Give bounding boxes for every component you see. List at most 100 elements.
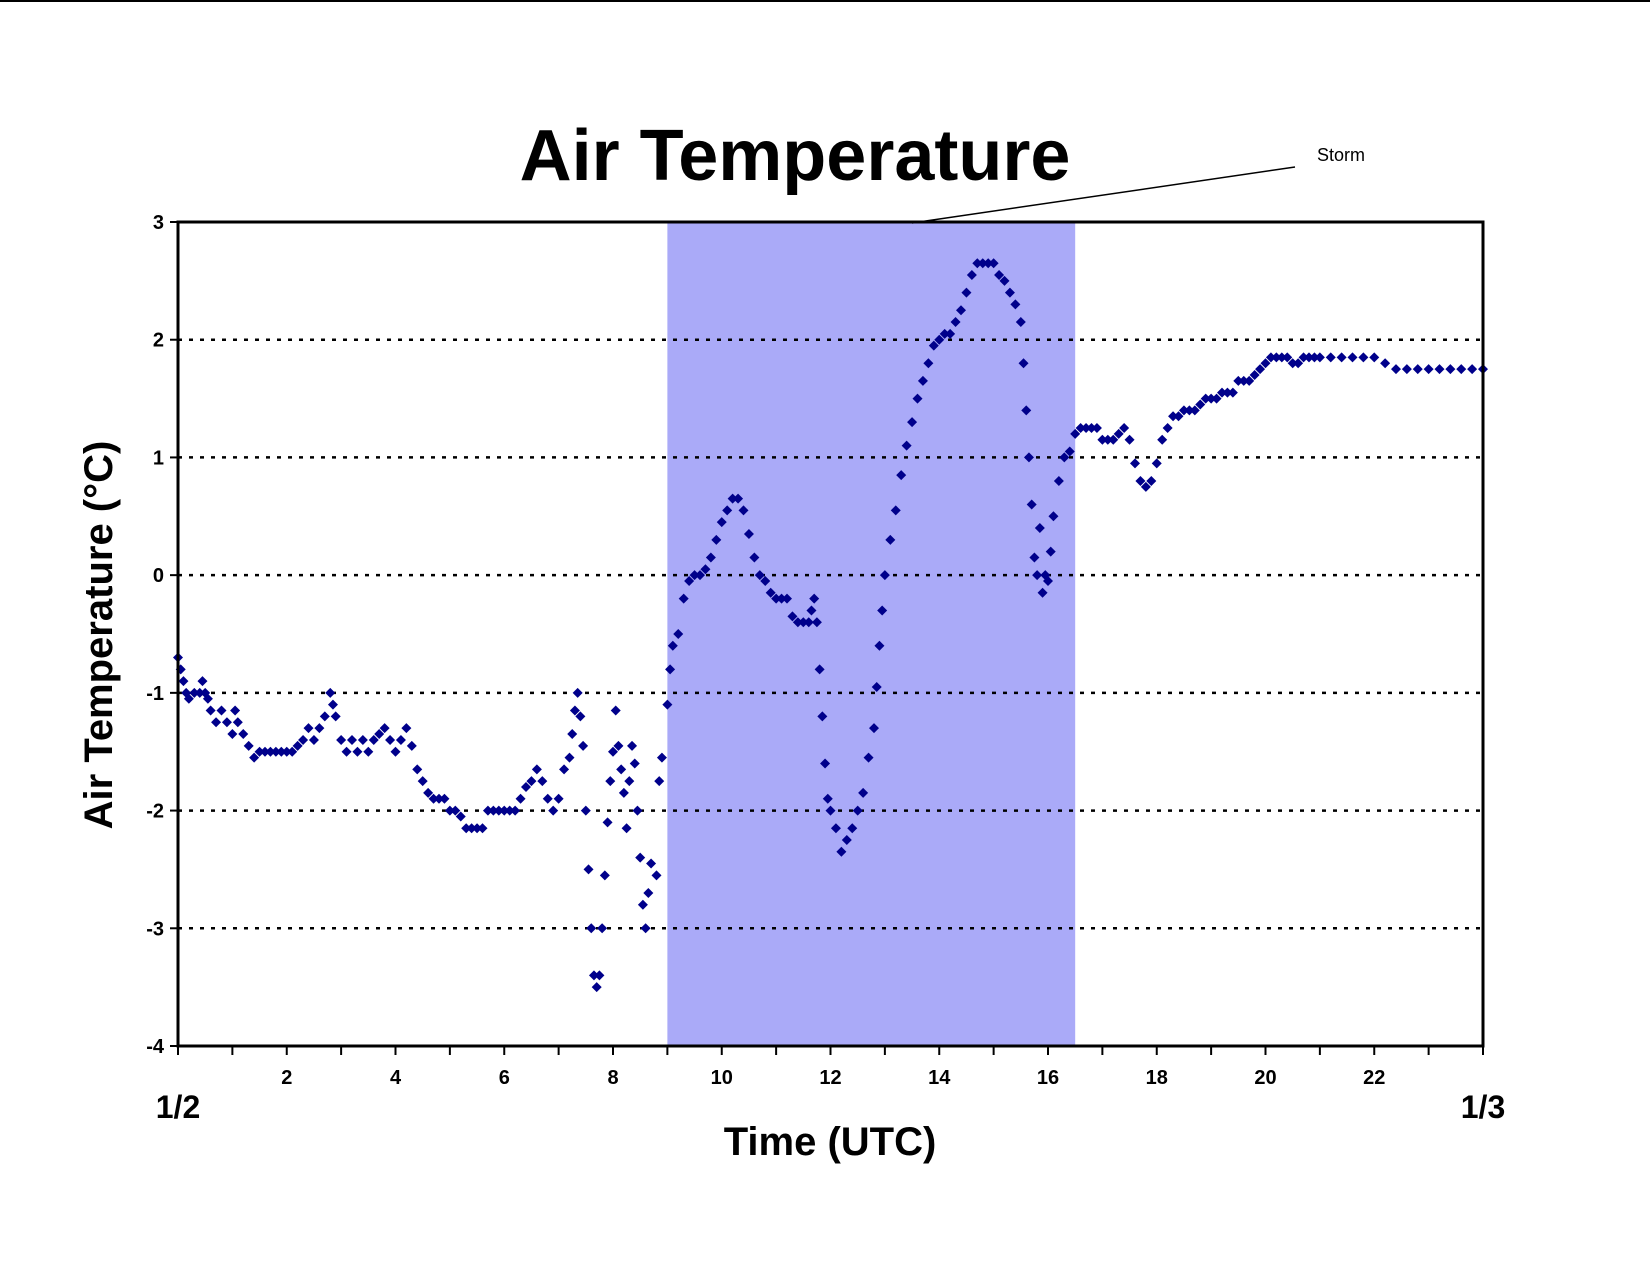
temperature-point — [1423, 364, 1434, 375]
temperature-point — [1102, 434, 1113, 445]
temperature-point — [357, 734, 368, 745]
temperature-point — [270, 746, 281, 757]
temperature-point — [260, 746, 270, 757]
x-tick-label: 14 — [928, 1067, 951, 1089]
temperature-point — [1304, 352, 1314, 363]
temperature-point — [1157, 434, 1168, 445]
temperature-point — [406, 740, 417, 751]
temperature-point — [281, 746, 292, 757]
temperature-point — [586, 923, 597, 934]
temperature-point — [811, 617, 822, 628]
temperature-point — [1206, 393, 1217, 404]
temperature-point — [635, 852, 646, 863]
temperature-point — [1200, 393, 1211, 404]
temperature-point — [1391, 364, 1401, 375]
temperature-point — [1336, 352, 1347, 363]
temperature-point — [330, 711, 341, 722]
temperature-point — [521, 782, 531, 793]
y-tick-label: -2 — [146, 801, 164, 823]
temperature-point — [1276, 352, 1287, 363]
temperature-point — [1369, 352, 1380, 363]
temperature-point — [1260, 358, 1271, 369]
temperature-point — [1287, 358, 1298, 369]
temperature-point — [1075, 423, 1086, 433]
temperature-point — [211, 717, 222, 728]
temperature-point — [822, 793, 833, 804]
temperature-point — [673, 629, 684, 639]
temperature-point — [526, 776, 537, 787]
temperature-point — [890, 505, 901, 516]
temperature-point — [806, 605, 817, 616]
top-border-line — [0, 0, 1650, 2]
x-axis-ticks: 2 4 6 8 10 12 14 16 18 20 22 — [177, 1046, 1484, 1089]
temperature-point — [618, 787, 629, 798]
temperature-point — [567, 729, 578, 740]
temperature-point — [1293, 358, 1304, 369]
temperature-point — [1178, 405, 1189, 416]
temperature-point — [1189, 405, 1200, 416]
temperature-point — [1086, 423, 1097, 433]
temperature-point — [1059, 452, 1070, 463]
x-tick-label: 2 — [281, 1067, 292, 1089]
temperature-point — [205, 705, 216, 716]
temperature-point — [651, 870, 662, 881]
temperature-point — [202, 693, 213, 704]
temperature-point — [656, 752, 667, 763]
temperature-point — [689, 570, 700, 581]
temperature-point — [632, 805, 643, 816]
temperature-point — [1238, 375, 1249, 386]
temperature-point — [537, 776, 548, 787]
temperature-point — [1029, 552, 1040, 563]
temperature-point — [665, 664, 676, 675]
temperature-point — [654, 776, 665, 787]
temperature-point — [1456, 364, 1467, 375]
temperature-point — [597, 923, 608, 934]
temperature-point — [871, 681, 882, 692]
temperature-point — [434, 793, 444, 804]
y-axis-label: Air Temperature (°C) — [77, 441, 121, 830]
temperature-point — [515, 793, 526, 804]
temperature-point — [738, 505, 749, 516]
temperature-point — [341, 746, 352, 757]
temperature-point — [792, 617, 803, 628]
temperature-point — [1162, 423, 1173, 433]
x-tick-label: 8 — [607, 1067, 618, 1089]
temperature-point — [444, 805, 455, 816]
temperature-point — [1048, 511, 1059, 522]
y-tick-label: 3 — [153, 212, 164, 234]
temperature-point — [830, 823, 841, 834]
temperature-point — [238, 729, 249, 740]
temperature-point — [1445, 364, 1456, 375]
temperature-point — [1173, 411, 1184, 422]
temperature-point — [643, 887, 654, 898]
x-tick-label: 20 — [1254, 1067, 1276, 1089]
temperature-point — [907, 417, 918, 428]
temperature-point — [417, 776, 428, 787]
temperature-point — [646, 858, 657, 869]
temperature-point — [1097, 434, 1108, 445]
y-tick-label: -1 — [146, 683, 164, 705]
temperature-point — [817, 711, 828, 722]
temperature-point — [1309, 352, 1320, 363]
x-tick-label: 12 — [819, 1067, 841, 1089]
temperature-point — [1195, 399, 1206, 410]
temperature-point — [695, 570, 705, 581]
temperature-point — [1249, 370, 1260, 381]
temperature-point — [1222, 387, 1233, 398]
temperature-point — [189, 687, 200, 698]
storm-shaded-region-layer — [667, 222, 1076, 1046]
y-tick-label: 2 — [153, 330, 164, 352]
temperature-point — [1265, 352, 1276, 363]
temperature-point — [610, 705, 621, 716]
temperature-point — [352, 746, 363, 757]
temperature-point — [249, 752, 260, 763]
temperature-point — [583, 864, 594, 875]
temperature-point — [896, 470, 907, 481]
temperature-point — [939, 328, 950, 339]
x-tick-label: 16 — [1037, 1067, 1059, 1089]
temperature-point — [858, 787, 869, 798]
temperature-point — [917, 375, 928, 386]
temperature-point — [466, 823, 477, 834]
temperature-point — [575, 711, 586, 722]
temperature-point — [477, 823, 488, 834]
